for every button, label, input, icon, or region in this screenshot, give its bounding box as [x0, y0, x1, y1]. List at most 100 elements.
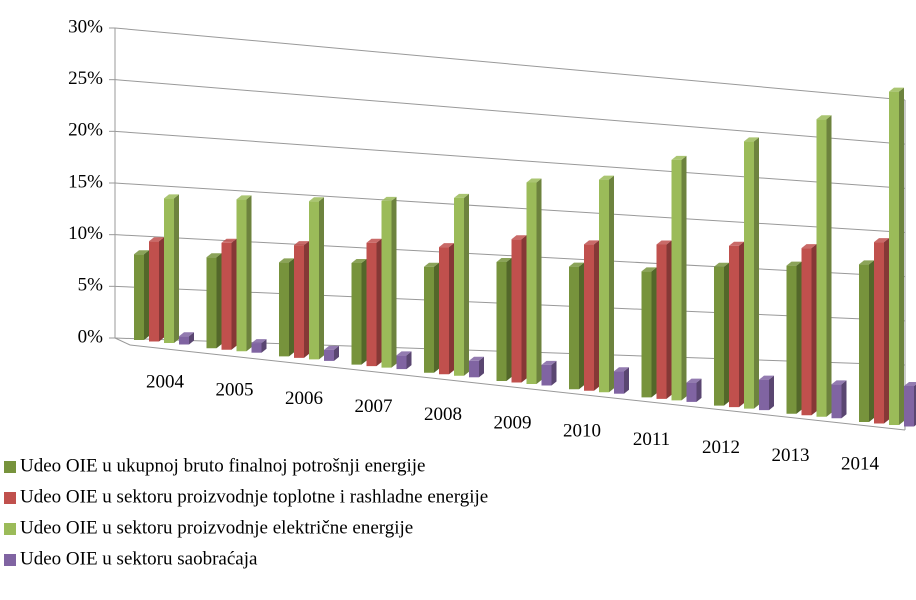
bar-side — [159, 237, 164, 342]
bar-top — [324, 345, 339, 350]
bar-side — [434, 262, 439, 373]
bar-side — [449, 243, 454, 375]
bar-side — [189, 332, 194, 345]
bar-side — [594, 240, 599, 391]
legend-swatch — [4, 461, 16, 473]
bar — [656, 244, 667, 399]
bar-side — [579, 262, 584, 390]
bar-side — [174, 194, 179, 343]
bar-side — [624, 367, 629, 394]
x-tick-label: 2010 — [563, 421, 601, 442]
bar-side — [739, 241, 744, 408]
bar — [686, 382, 697, 402]
bar-top — [149, 237, 164, 242]
grid-line — [114, 27, 906, 101]
bar-top — [439, 243, 454, 248]
bar-side — [899, 87, 904, 425]
bar-top — [541, 360, 557, 365]
bar — [454, 197, 464, 376]
legend-swatch — [4, 554, 16, 566]
bar-top — [671, 155, 687, 160]
bar — [801, 248, 812, 416]
bar-top — [599, 175, 614, 180]
bar — [251, 343, 262, 353]
bar — [396, 355, 407, 370]
x-tick-label: 2011 — [633, 429, 670, 450]
bar-top — [179, 332, 194, 337]
bar-side — [841, 380, 847, 419]
bar-side — [651, 267, 657, 398]
bar-top — [496, 258, 512, 263]
bar-side — [231, 238, 237, 350]
x-tick-label: 2014 — [841, 453, 880, 474]
bar — [134, 254, 144, 340]
bar — [584, 244, 594, 391]
bar-top — [874, 238, 889, 243]
bar-top — [686, 378, 702, 383]
bar-top — [511, 235, 527, 240]
legend-swatch — [4, 523, 16, 535]
bar-side — [551, 360, 557, 386]
bar-side — [681, 155, 687, 401]
bar — [569, 266, 579, 390]
bar-side — [361, 258, 367, 365]
bar — [381, 200, 392, 368]
bar — [714, 266, 724, 406]
bar — [496, 262, 507, 381]
bar-top — [469, 356, 484, 361]
bar-side — [536, 178, 542, 384]
bar — [424, 266, 434, 373]
bar — [729, 245, 739, 408]
bar-side — [246, 195, 252, 352]
grid-line — [114, 182, 906, 233]
bar — [831, 384, 842, 419]
bar — [744, 141, 754, 409]
bar-top — [309, 197, 324, 202]
bar-side — [869, 260, 874, 422]
bar-side — [769, 375, 774, 411]
bar-side — [884, 238, 889, 424]
bar-top — [614, 367, 629, 372]
bar-side — [376, 238, 382, 367]
bar — [541, 364, 552, 386]
bar-side — [464, 193, 469, 376]
grid-line — [114, 79, 906, 145]
y-tick-label: 15% — [68, 171, 103, 192]
bar — [599, 179, 609, 393]
bar — [221, 242, 232, 350]
legend-label: Udeo OIE u sektoru proizvodnje električn… — [20, 517, 413, 538]
x-tick-label: 2004 — [146, 371, 185, 392]
bar — [279, 262, 289, 357]
bar-top — [656, 240, 672, 245]
x-tick-label: 2005 — [216, 380, 254, 401]
legend-label: Udeo OIE u sektoru proizvodnje toplotne … — [20, 486, 488, 507]
legend-swatch — [4, 492, 16, 504]
y-tick-label: 30% — [68, 16, 103, 37]
x-tick-label: 2013 — [772, 445, 810, 466]
bar — [366, 242, 377, 367]
bar — [164, 198, 174, 343]
y-tick-label: 20% — [68, 120, 103, 141]
bar-top — [801, 244, 817, 249]
bar-side — [724, 262, 729, 406]
x-tick-label: 2008 — [424, 404, 462, 425]
bar-top — [206, 253, 222, 258]
bar-top — [134, 250, 149, 255]
bar-top — [786, 261, 802, 266]
bar — [206, 257, 217, 349]
bar-side — [521, 235, 527, 383]
bar — [469, 360, 479, 378]
legend-label: Udeo OIE u ukupnoj bruto finalnoj potroš… — [20, 455, 425, 476]
x-tick-label: 2009 — [494, 412, 532, 433]
bar-side — [666, 240, 672, 399]
bar — [614, 371, 624, 394]
bar — [179, 336, 189, 345]
bar-side — [216, 253, 222, 349]
bar-top — [744, 137, 759, 142]
bar — [511, 239, 522, 383]
bar-top — [454, 193, 469, 198]
bar-top — [381, 196, 397, 201]
x-tick-label: 2006 — [285, 388, 323, 409]
bar-top — [641, 267, 657, 272]
bar-top — [236, 195, 252, 200]
